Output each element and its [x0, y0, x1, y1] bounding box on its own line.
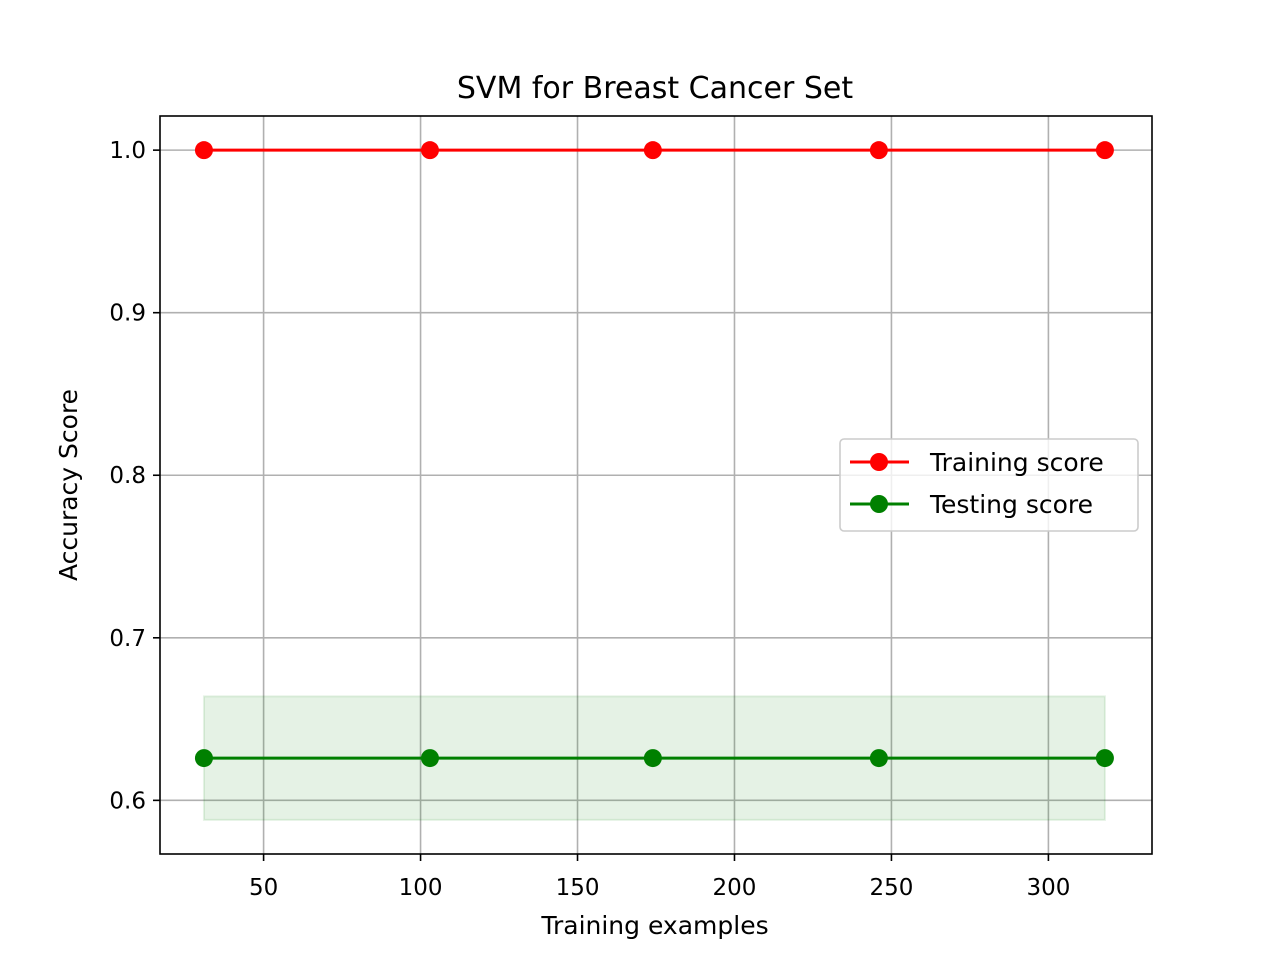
y-tick-label: 1.0	[109, 138, 146, 164]
x-axis-label: Training examples	[540, 911, 768, 940]
series-points	[194, 141, 1114, 768]
legend-label-testing-score: Testing score	[929, 490, 1093, 519]
legend-label-training-score: Training score	[929, 448, 1104, 477]
x-axis-ticks: 50 100 150 200 250 300	[249, 854, 1070, 901]
legend: Training score Testing score	[839, 438, 1139, 532]
training-score-point	[869, 141, 888, 160]
chart-title: SVM for Breast Cancer Set	[457, 71, 853, 106]
training-score-point	[643, 141, 662, 160]
x-tick-label: 250	[869, 875, 913, 901]
training-score-point	[1095, 141, 1114, 160]
legend-box	[839, 438, 1139, 532]
x-tick-label: 50	[249, 875, 278, 901]
x-tick-label: 200	[713, 875, 757, 901]
y-axis-label: Accuracy Score	[54, 389, 83, 581]
legend-marker-training-score	[870, 453, 888, 471]
testing-score-point	[869, 749, 888, 768]
y-tick-label: 0.7	[109, 626, 146, 652]
training-score-point	[194, 141, 213, 160]
training-score-point	[420, 141, 439, 160]
testing-score-point	[643, 749, 662, 768]
x-tick-label: 100	[399, 875, 443, 901]
y-tick-label: 0.9	[109, 301, 146, 327]
y-axis-ticks: 0.6 0.7 0.8 0.9 1.0	[109, 138, 160, 814]
x-tick-label: 150	[556, 875, 600, 901]
testing-score-point	[194, 749, 213, 768]
testing-score-point	[1095, 749, 1114, 768]
y-tick-label: 0.8	[109, 463, 146, 489]
legend-marker-testing-score	[870, 495, 888, 513]
x-tick-label: 300	[1026, 875, 1070, 901]
y-tick-label: 0.6	[109, 788, 146, 814]
plot-area-frame	[159, 115, 1153, 855]
testing-score-point	[420, 749, 439, 768]
